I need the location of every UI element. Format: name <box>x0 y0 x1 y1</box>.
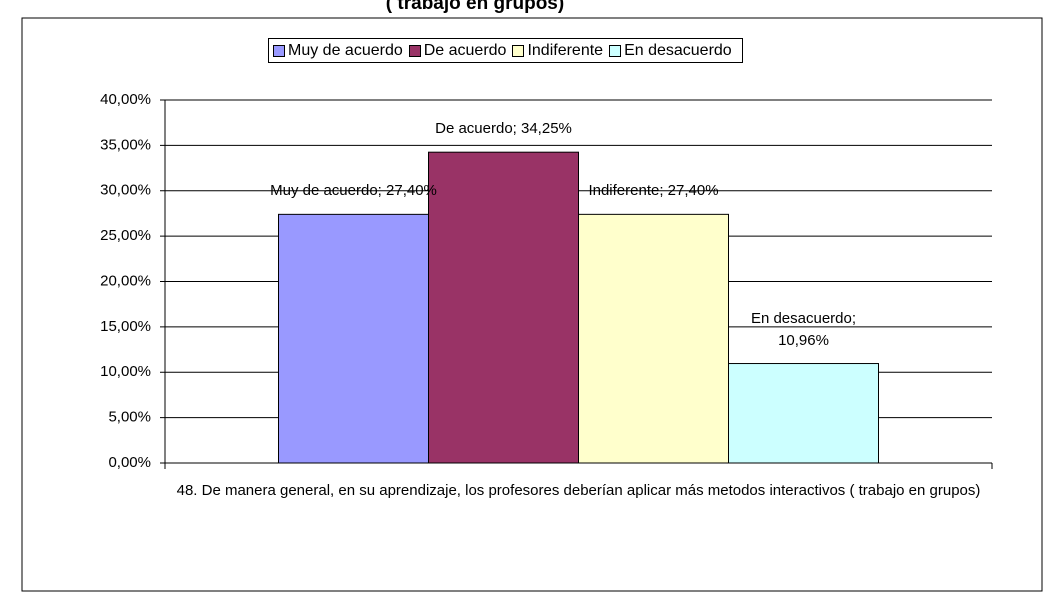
data-label: Indiferente; 27,40% <box>588 182 719 200</box>
chart-title: ( trabajo en grupos) <box>386 0 564 14</box>
bar <box>578 213 729 464</box>
y-tick-label: 25,00% <box>100 227 151 244</box>
legend-label: En desacuerdo <box>624 41 732 59</box>
y-tick-label: 30,00% <box>100 182 151 199</box>
legend-label: Muy de acuerdo <box>288 41 403 59</box>
legend-swatch <box>609 44 622 57</box>
bar <box>278 213 429 464</box>
bar <box>428 151 579 464</box>
legend-item: De acuerdo <box>408 41 507 60</box>
legend-item: Muy de acuerdo <box>273 42 403 60</box>
legend-item: Indiferente <box>512 42 603 60</box>
legend-label: Indiferente <box>527 41 604 59</box>
bar <box>728 363 879 464</box>
x-tick-label: 48. De manera general, en su aprendizaje… <box>176 482 981 499</box>
y-tick-label: 15,00% <box>100 318 151 335</box>
legend-swatch <box>512 44 525 57</box>
y-tick-label: 20,00% <box>100 272 151 289</box>
legend-item: En desacuerdo <box>609 42 732 60</box>
legend-label: De acuerdo <box>423 41 507 59</box>
y-tick-label: 0,00% <box>108 454 151 471</box>
legend: Muy de acuerdo De acuerdo Indiferente En de… <box>268 38 743 63</box>
data-label: De acuerdo; 34,25% <box>435 120 572 138</box>
y-tick-label: 35,00% <box>100 136 151 153</box>
legend-swatch <box>273 44 285 57</box>
data-label: En desacuerdo; 10,96% <box>750 309 857 349</box>
y-tick-label: 10,00% <box>100 363 151 380</box>
chart-frame <box>21 17 1043 592</box>
y-tick-label: 40,00% <box>100 91 151 108</box>
data-label: Muy de acuerdo; 27,40% <box>270 182 437 200</box>
legend-swatch <box>408 44 421 57</box>
y-tick-label: 5,00% <box>108 409 151 426</box>
